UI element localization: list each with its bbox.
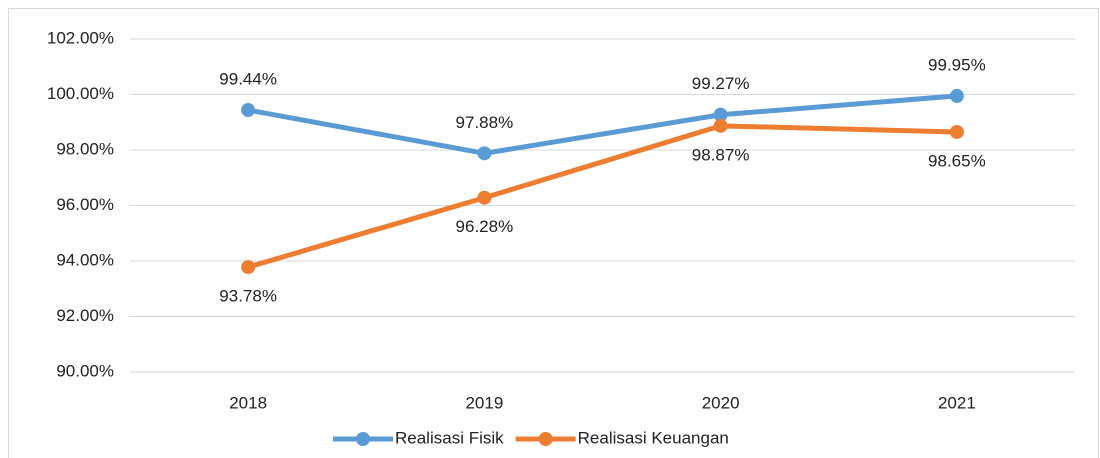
data-label: 99.27% (692, 74, 750, 93)
data-point (713, 107, 728, 122)
data-label: 96.28% (456, 217, 514, 236)
data-point (477, 146, 492, 161)
data-label: 98.87% (692, 145, 750, 164)
data-point (477, 190, 492, 205)
y-tick-label: 102.00% (47, 28, 114, 47)
series-line (247, 93, 958, 156)
legend-label: Realisasi Keuangan (578, 428, 729, 447)
x-tick-label: 2021 (938, 393, 976, 412)
legend-label: Realisasi Fisik (395, 428, 504, 447)
y-tick-label: 92.00% (56, 306, 114, 325)
data-point (241, 260, 256, 275)
x-tick-label: 2019 (465, 393, 503, 412)
x-tick-label: 2020 (702, 393, 740, 412)
data-point (949, 124, 964, 139)
legend-marker (538, 432, 553, 446)
x-tick-label: 2018 (229, 393, 267, 412)
data-label: 97.88% (456, 113, 514, 132)
data-label: 99.95% (928, 55, 986, 74)
y-tick-label: 94.00% (56, 250, 114, 269)
legend-marker (356, 432, 370, 446)
y-tick-label: 90.00% (56, 361, 114, 380)
data-point (713, 118, 728, 133)
data-point (949, 88, 964, 103)
y-tick-label: 100.00% (47, 84, 114, 103)
chart-frame (8, 8, 1099, 458)
series-line (247, 123, 957, 270)
data-label: 99.44% (219, 70, 277, 89)
data-point (241, 103, 256, 118)
data-label: 98.65% (928, 151, 986, 170)
y-tick-label: 98.00% (56, 139, 114, 158)
y-tick-label: 96.00% (56, 195, 114, 214)
data-label: 93.78% (219, 287, 277, 306)
